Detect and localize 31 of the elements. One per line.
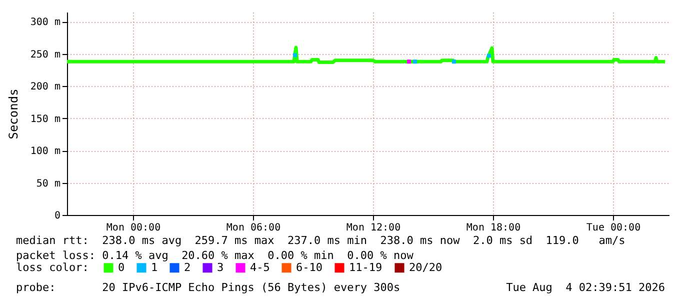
y-tick-label: 300 m xyxy=(30,17,60,28)
y-tick-label: 100 m xyxy=(30,146,60,158)
point xyxy=(413,60,417,64)
y-tick-label: 150 m xyxy=(30,114,60,125)
point xyxy=(452,60,456,64)
legend-label: 20/20 xyxy=(409,260,442,274)
legend-label: 1 xyxy=(151,260,158,274)
point xyxy=(293,53,297,58)
text: packet loss: 0.14 % avg 20.60 % max 0.00 % min 0.00 % now xyxy=(16,249,414,262)
y-axis-title: Seconds xyxy=(6,88,20,140)
legend-label: 11-19 xyxy=(349,260,382,274)
text: median rtt: 238.0 ms avg 259.7 ms max 237.0 ms min 238.0 ms now 2.0 ms sd 119.0 am/s xyxy=(16,234,626,247)
line-series xyxy=(65,46,667,64)
legend-label: 0 xyxy=(118,260,125,274)
text: probe: 20 IPv6-ICMP Echo Pings (56 Bytes) every 300s Tue Aug 4 02:39:51 2026 xyxy=(16,281,666,294)
x-tick-label: Mon 06:00 xyxy=(226,222,281,234)
x-tick-label: Mon 12:00 xyxy=(346,222,401,234)
legend-label: 2 xyxy=(184,260,191,274)
legend-label: 6-10 xyxy=(296,260,322,274)
legend-label: 4-5 xyxy=(250,260,270,274)
x-tick-label: Mon 18:00 xyxy=(466,222,521,234)
y-tick-label: 50 m xyxy=(36,178,60,190)
y-tick-label: 200 m xyxy=(30,82,60,93)
y-tick-label: 0 xyxy=(54,210,60,222)
legend-title: loss color: xyxy=(16,261,89,274)
point xyxy=(407,60,411,64)
legend-label: 3 xyxy=(217,260,224,274)
y-tick-label: 250 m xyxy=(30,49,60,60)
x-tick-label: Mon 00:00 xyxy=(106,222,161,234)
x-tick-label: Tue 00:00 xyxy=(586,222,641,234)
point xyxy=(487,54,491,58)
